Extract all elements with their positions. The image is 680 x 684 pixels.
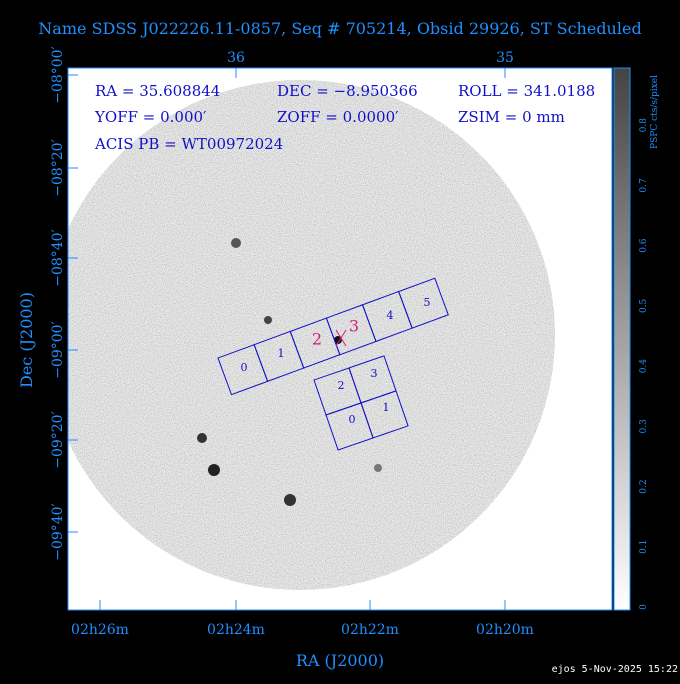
info-ra: RA = 35.608844 [95,82,220,100]
i-chip-label: 2 [338,379,345,392]
info-roll: ROLL = 341.0188 [458,82,595,100]
s-chip-label: 4 [387,309,394,322]
info-acis: ACIS PB = WT00972024 [94,135,283,153]
s-chip-label: 1 [278,347,285,360]
left-tick-label: −08°00′ [50,46,66,104]
colorbar-tick-label: 0 [639,604,649,610]
colorbar-tick-label: 0.5 [639,298,649,313]
title: Name SDSS J022226.11-0857, Seq # 705214,… [38,19,641,38]
info-zsim: ZSIM = 0 mm [458,108,565,126]
i-chip-label: 3 [371,367,378,380]
colorbar-tick-label: 0.8 [639,118,649,133]
sky-image [68,80,555,590]
s-chip-label: 2 [312,330,322,349]
info-yoff: YOFF = 0.000′ [94,108,207,126]
left-tick-label: −08°40′ [50,229,66,287]
colorbar-tick-label: 0.7 [639,178,649,193]
colorbar-tick-label: 0.2 [639,479,649,493]
colorbar-tick-label: 0.1 [639,540,649,554]
left-tick-label: −09°20′ [50,411,66,469]
i-chip-label: 0 [349,413,356,426]
colorbar-tick-label: 0.4 [639,359,649,374]
s-chip-label: 3 [349,317,359,336]
top-tick-label: 35 [496,50,514,66]
i-chip-label: 1 [383,401,390,414]
frame-border [67,67,613,611]
top-tick-label: 36 [227,50,245,66]
info-zoff: ZOFF = 0.0000′ [277,108,399,126]
colorbar-label: PSPC cts/s/pixel [650,75,660,149]
left-tick-label: −09°40′ [50,503,66,561]
colorbar [613,67,631,611]
s-chip-label: 5 [424,296,431,309]
s-chip-label: 0 [241,361,248,374]
bottom-tick-label: 02h24m [207,622,265,638]
footer-stamp: ejos 5-Nov-2025 15:22 [552,664,678,675]
bottom-tick-label: 02h22m [341,622,399,638]
info-dec: DEC = −8.950366 [277,82,418,100]
left-tick-label: −08°20′ [50,139,66,197]
y-axis-label: Dec (J2000) [17,292,36,388]
bottom-tick-label: 02h20m [476,622,534,638]
chip-outlines [217,277,449,451]
left-tick-label: −09°00′ [50,321,66,379]
x-axis-label: RA (J2000) [296,651,384,670]
bottom-tick-label: 02h26m [71,622,129,638]
aimpoint [335,329,347,347]
colorbar-tick-label: 0.6 [639,238,649,253]
colorbar-tick-label: 0.3 [639,419,649,434]
